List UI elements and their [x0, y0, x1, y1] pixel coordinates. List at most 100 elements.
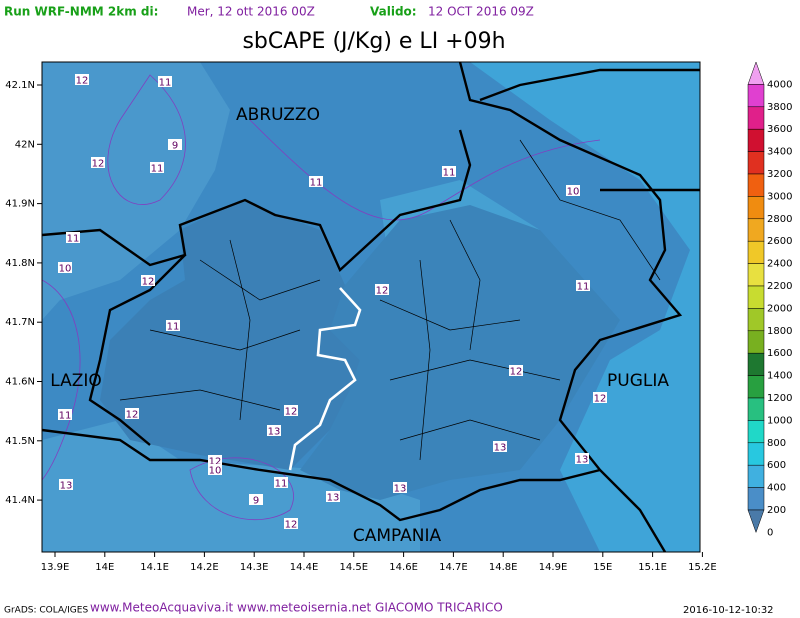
contour-label-box: [75, 74, 89, 85]
colorbar-segment: [747, 464, 765, 488]
colorbar-label: 2200: [767, 281, 792, 292]
colorbar-segment: [747, 263, 765, 287]
contour-line: [107, 74, 186, 205]
contour-line: [189, 457, 294, 521]
contour-label-box: [593, 392, 607, 403]
contour-label-box: [575, 453, 589, 464]
footer-timestamp: 2016-10-12-10:32: [683, 605, 774, 616]
colorbar-segment: [747, 106, 765, 130]
footer-sites: www.MeteoAcquaviva.it www.meteoisernia.n…: [90, 601, 503, 615]
contour-label: 11: [151, 164, 164, 175]
colorbar-label: 1600: [767, 348, 792, 359]
lon-label: 14.5E: [340, 562, 369, 573]
colorbar-segment: [747, 173, 765, 197]
contour-label-box: [267, 425, 281, 436]
contour-label-box: [58, 409, 72, 420]
region-label: PUGLIA: [607, 371, 669, 391]
valid-label: Valido:: [370, 5, 417, 19]
lon-label: 14.4E: [290, 562, 319, 573]
contour-label: 13: [60, 481, 73, 492]
contour-label: 12: [209, 457, 222, 468]
contour-label: 10: [209, 466, 222, 477]
contour-label-box: [576, 280, 590, 291]
contour-label-box: [274, 477, 288, 488]
contour-label: 12: [142, 277, 155, 288]
run-date: Mer, 12 ott 2016 00Z: [187, 5, 315, 19]
municipal-borders: [119, 139, 661, 461]
contour-label: 13: [494, 443, 507, 454]
lon-label: 15E: [593, 562, 612, 573]
colorbar-segment: [747, 330, 765, 354]
province-border: [288, 287, 362, 471]
contour-label-box: [150, 162, 164, 173]
contour-label-box: [566, 185, 580, 196]
colorbar-label: 1800: [767, 326, 792, 337]
lon-label: 14.9E: [539, 562, 568, 573]
contour-label: 9: [253, 496, 259, 507]
colorbar-segment: [747, 128, 765, 152]
colorbar-label: 1200: [767, 393, 792, 404]
contour-label-box: [141, 275, 155, 286]
colorbar-segment: [747, 240, 765, 264]
colorbar-label: 0: [767, 527, 773, 538]
colorbar-segment: [747, 285, 765, 309]
contour-label-box: [284, 405, 298, 416]
contour-line: [41, 279, 81, 481]
colorbar-label: 1400: [767, 371, 792, 382]
contour-label: 11: [67, 234, 80, 245]
contour-label-box: [59, 479, 73, 490]
lat-label: 41.5N: [5, 436, 35, 447]
contour-label-box: [375, 284, 389, 295]
colorbar-segment: [747, 84, 765, 108]
lat-label: 41.7N: [5, 317, 35, 328]
contour-label: 12: [285, 520, 298, 531]
colorbar-segment: [747, 218, 765, 242]
cape-zone: [300, 205, 620, 500]
colorbar-segment: [747, 487, 765, 511]
contour-label-box: [309, 176, 323, 187]
colorbar-segment: [747, 420, 765, 444]
contour-label: 10: [59, 264, 72, 275]
contour-label-box: [91, 157, 105, 168]
colorbar-label: 2000: [767, 303, 792, 314]
cape-zone: [100, 200, 360, 470]
lat-label: 42N: [15, 139, 35, 150]
colorbar-segment: [747, 151, 765, 175]
colorbar-segment: [747, 397, 765, 421]
run-label: Run WRF-NMM 2km di:: [4, 5, 158, 19]
colorbar-label: 1000: [767, 415, 792, 426]
map-frame: [41, 61, 701, 553]
contour-label-box: [208, 455, 222, 466]
contour-label: 12: [594, 394, 607, 405]
colorbar-label: 2600: [767, 236, 792, 247]
colorbar-label: 2800: [767, 214, 792, 225]
contour-label: 12: [92, 159, 105, 170]
contour-label: 12: [285, 407, 298, 418]
lon-label: 15.1E: [638, 562, 667, 573]
contour-label-box: [493, 441, 507, 452]
region-label: LAZIO: [50, 371, 102, 391]
contour-label-box: [168, 139, 182, 150]
contour-label: 11: [577, 282, 590, 293]
cape-zone: [42, 62, 230, 320]
contour-label: 9: [172, 141, 178, 152]
cape-zone: [470, 62, 700, 552]
contour-label-box: [125, 408, 139, 419]
colorbar-label: 600: [767, 460, 786, 471]
lon-label: 13.9E: [41, 562, 70, 573]
contour-label: 12: [76, 76, 89, 87]
contour-label: 13: [327, 493, 340, 504]
contour-label: 11: [275, 479, 288, 490]
colorbar-segment: [747, 375, 765, 399]
colorbar: 4000380036003400320030002800260024002200…: [747, 61, 792, 538]
contour-label: 12: [126, 410, 139, 421]
colorbar-label: 3800: [767, 102, 792, 113]
contour-label: 13: [576, 455, 589, 466]
lon-label: 14E: [95, 562, 114, 573]
contour-label-box: [158, 76, 172, 87]
lon-label: 14.6E: [389, 562, 418, 573]
lat-label: 41.6N: [5, 377, 35, 388]
contour-label: 11: [159, 78, 172, 89]
